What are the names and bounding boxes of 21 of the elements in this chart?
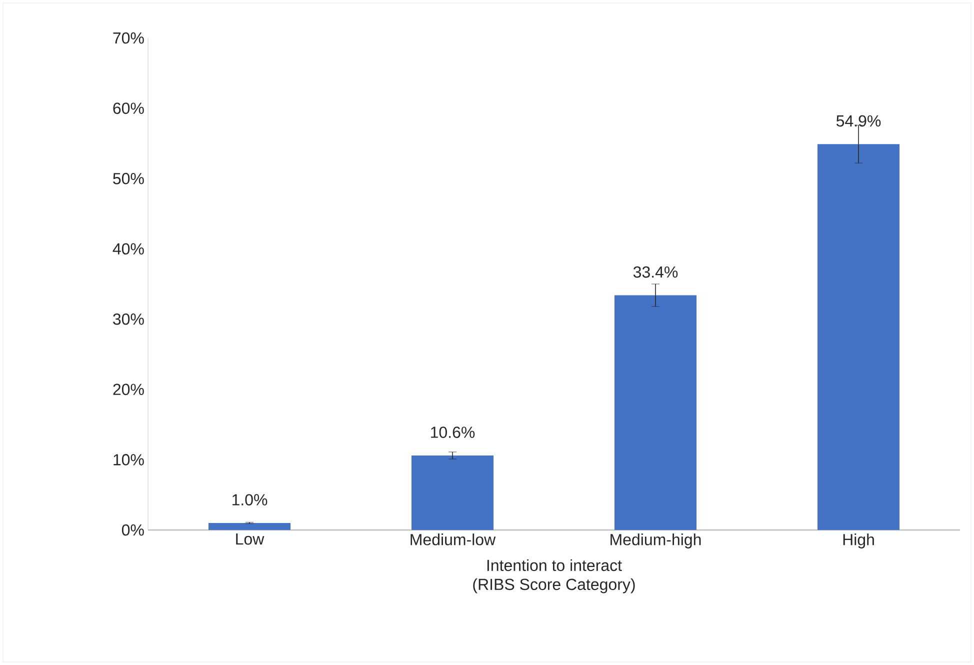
y-tick-label: 0%	[122, 524, 144, 536]
y-tick-label: 60%	[113, 102, 144, 114]
data-label: 1.0%	[232, 494, 268, 506]
y-tick-label: 40%	[112, 243, 144, 255]
x-tick-label: Low	[236, 534, 264, 545]
y-tick-label: 30%	[113, 313, 144, 325]
bar	[208, 522, 291, 530]
x-tick-label: Medium-low	[410, 534, 496, 546]
y-tick-label: 70%	[113, 32, 144, 44]
y-tick-label: 10%	[114, 454, 144, 466]
data-label: 33.4%	[633, 266, 678, 278]
bar	[818, 144, 900, 530]
x-axis-title: Intention to interact (RIBS Score Category)	[473, 559, 635, 594]
bar	[412, 455, 494, 530]
x-tick-label: High	[843, 534, 874, 548]
data-label: 54.9%	[836, 115, 881, 127]
bar	[614, 295, 697, 530]
x-tick-label: Medium-high	[610, 534, 701, 548]
data-label: 10.6%	[431, 426, 475, 438]
y-tick-label: 20%	[113, 384, 144, 396]
y-tick-label: 50%	[113, 172, 144, 184]
